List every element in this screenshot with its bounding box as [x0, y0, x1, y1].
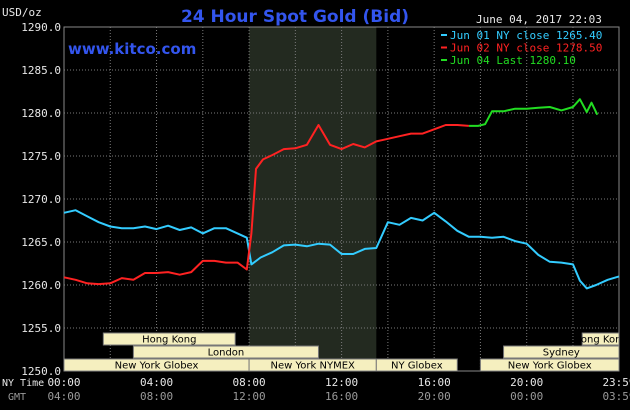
x-tick-label-ny: 12:00 [325, 376, 358, 389]
x-tick-label-ny: 20:00 [510, 376, 543, 389]
session-label: London [208, 348, 245, 359]
x-tick-label-gmt: 03:59 [602, 390, 630, 403]
y-tick-label: 1275.0 [21, 150, 61, 163]
x-axis-ticks: 00:0004:0004:0008:0008:0012:0012:0016:00… [47, 376, 630, 403]
x-tick-label-ny: 00:00 [47, 376, 80, 389]
y-tick-label: 1265.0 [21, 236, 61, 249]
x-tick-label-ny: 08:00 [233, 376, 266, 389]
x-tick-label-ny: 23:59 [602, 376, 630, 389]
series-line [468, 98, 599, 127]
session-label: Sydney [543, 348, 580, 359]
session-label: Hong Kong [573, 335, 627, 346]
price-series [63, 98, 620, 290]
x-tick-label-gmt: 16:00 [325, 390, 358, 403]
x-tick-label-ny: 16:00 [418, 376, 451, 389]
website-link[interactable]: www.kitco.com [68, 40, 196, 58]
y-tick-label: 1270.0 [21, 193, 61, 206]
session-bar [102, 332, 236, 346]
legend-entry: Jun 04 Last 1280.10 [450, 54, 576, 67]
session-label: New York Globex [115, 361, 199, 372]
plot-border [63, 26, 620, 372]
series-line [63, 209, 620, 290]
grid [64, 27, 619, 371]
session-label: Hong Kong [142, 335, 196, 346]
y-tick-label: 1255.0 [21, 322, 61, 335]
legend-entry: Jun 02 NY close 1278.50 [450, 42, 602, 55]
trading-sessions: Hong Kong Hong Kong London Sydney New York G… [63, 332, 628, 372]
x-axis-label-ny: NY Time [2, 378, 44, 389]
series-line [63, 124, 469, 286]
x-tick-label-gmt: 12:00 [233, 390, 266, 403]
session-label: New York NYMEX [271, 361, 356, 372]
session-bar [132, 345, 319, 359]
x-tick-label-gmt: 20:00 [418, 390, 451, 403]
x-tick-label-gmt: 04:00 [47, 390, 80, 403]
session-label: New York Globex [508, 361, 592, 372]
x-tick-label-ny: 04:00 [140, 376, 173, 389]
x-axis-label-gmt: GMT [8, 392, 26, 403]
y-tick-label: 1250.0 [21, 365, 61, 378]
y-axis-ticks: 1290.0 1285.0 1280.0 1275.0 1270.0 1265.0 1260… [21, 21, 61, 378]
x-tick-label-gmt: 08:00 [140, 390, 173, 403]
session-label: NY Globex [391, 361, 443, 372]
chart-datetime: June 04, 2017 22:03 [476, 13, 602, 26]
y-tick-label: 1280.0 [21, 107, 61, 120]
x-tick-label-gmt: 00:00 [510, 390, 543, 403]
y-tick-label: 1285.0 [21, 64, 61, 77]
y-tick-label: 1260.0 [21, 279, 61, 292]
y-tick-label: 1290.0 [21, 21, 61, 34]
y-axis-label: USD/oz [2, 6, 42, 19]
legend-entry: Jun 01 NY close 1265.40 [450, 29, 602, 42]
chart-title: 24 Hour Spot Gold (Bid) [181, 7, 409, 27]
